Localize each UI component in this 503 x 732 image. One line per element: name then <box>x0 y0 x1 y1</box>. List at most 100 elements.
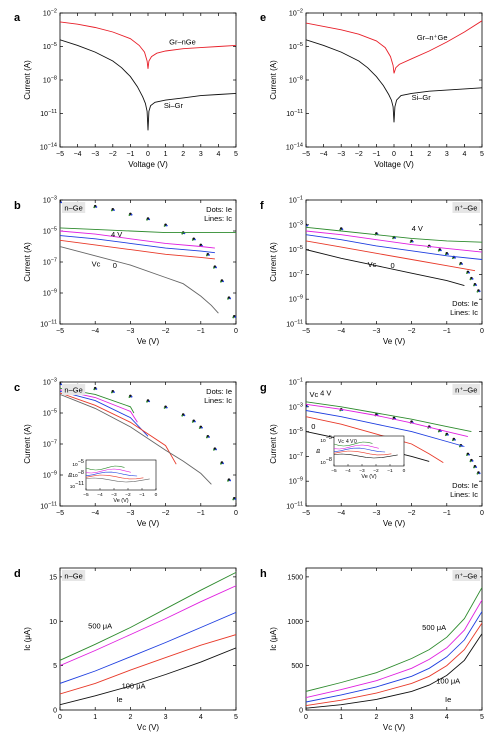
sample-tag: n–Ge <box>64 386 82 395</box>
y-tick-label: 10−11 <box>286 320 303 329</box>
x-tick-label: 1 <box>410 151 414 158</box>
series-line-3 <box>60 634 236 695</box>
sample-tag: n⁺–Ge <box>455 204 477 213</box>
y-axis-label: Current (A) <box>23 424 32 464</box>
plot-area <box>306 223 482 293</box>
y-axis-label: Ic (μA) <box>269 627 278 651</box>
y-tick-label: 10−2 <box>289 9 303 18</box>
data-point-ie <box>60 201 63 204</box>
y-tick-label: 10−1 <box>289 378 303 387</box>
series-line-3 <box>60 239 215 260</box>
data-point-ie <box>201 426 203 429</box>
y-tick-label: 10−7 <box>43 440 57 449</box>
inset-x-tick-label: −4 <box>345 468 351 474</box>
data-point-ie <box>227 297 229 300</box>
y-tick-label: 0 <box>299 708 303 715</box>
y-axis-label: Current (A) <box>269 60 278 100</box>
data-point-ie <box>447 433 449 436</box>
inset-annotation: Vc <box>338 439 344 445</box>
sample-tag-box <box>452 202 480 213</box>
y-tick-label: 10−9 <box>289 295 303 304</box>
y-tick-label: 10−7 <box>289 452 303 461</box>
x-tick-label: −4 <box>320 151 328 158</box>
data-point-ie <box>232 498 235 501</box>
data-point-ie <box>471 278 474 280</box>
inset-y-tick-label: 10−11 <box>70 481 84 490</box>
inset-x-axis-label: Ve (V) <box>113 498 128 504</box>
data-point-ie <box>95 206 98 208</box>
data-point-ie <box>93 388 96 391</box>
plot-area <box>60 21 236 131</box>
annotation-label: Si–Gr <box>164 101 184 110</box>
axes-frame <box>305 12 483 148</box>
y-tick-label: 10−7 <box>289 270 303 279</box>
inset-x-tick-label: −4 <box>97 492 103 498</box>
data-point-ie <box>128 214 131 217</box>
annotation-label: 100 μA <box>436 676 460 685</box>
series-line-2 <box>60 235 215 254</box>
series-line-4 <box>306 633 482 709</box>
inset-series-line-3 <box>333 450 392 456</box>
x-tick-label: −1 <box>197 328 205 335</box>
annotation-label: 0 <box>113 261 117 270</box>
data-point-ie <box>444 434 447 437</box>
data-point-ie <box>222 280 225 283</box>
panel-label: c <box>14 382 20 394</box>
annotation-label: 4 V <box>320 389 331 398</box>
data-point-ie <box>454 438 456 441</box>
series-line-1 <box>306 403 469 438</box>
legend-entry: Dots: Ie <box>452 299 478 308</box>
x-axis-label: Voltage (V) <box>128 160 168 169</box>
sample-tag: n⁺–Ge <box>455 386 477 395</box>
data-point-ie <box>437 249 440 252</box>
data-point-ie <box>146 218 148 221</box>
x-tick-label: 5 <box>234 151 238 158</box>
y-tick-label: 10−14 <box>286 143 303 152</box>
data-point-ie <box>458 445 461 448</box>
y-tick-label: 10−11 <box>40 109 57 118</box>
data-point-ie <box>163 225 166 227</box>
data-point-ie <box>198 427 201 430</box>
data-point-ie <box>227 479 229 482</box>
sample-tag: n⁺–Ge <box>455 572 477 581</box>
x-tick-label: −5 <box>56 151 64 158</box>
inset-x-tick-label: −2 <box>125 492 131 498</box>
axes-frame <box>305 199 483 325</box>
legend-entry: Lines: Ic <box>450 308 478 317</box>
x-tick-label: −2 <box>408 328 416 335</box>
y-tick-label: 10−5 <box>289 42 303 51</box>
data-point-ie <box>215 448 217 451</box>
data-point-ie <box>220 462 222 465</box>
panel-label: h <box>260 568 267 580</box>
x-axis-label: Vc (V) <box>137 723 160 732</box>
y-tick-label: 10−8 <box>43 76 57 85</box>
y-axis-label: Current (A) <box>23 60 32 100</box>
x-tick-label: −1 <box>443 510 451 517</box>
x-tick-label: −2 <box>355 151 363 158</box>
inset-y-axis-label: Ib <box>316 449 322 454</box>
y-tick-label: 10−3 <box>289 220 303 229</box>
x-tick-label: −2 <box>408 510 416 517</box>
x-tick-label: −2 <box>162 328 170 335</box>
data-point-ie <box>146 400 148 403</box>
axes-frame <box>59 567 237 711</box>
sample-tag-box <box>62 570 86 581</box>
data-point-ie <box>191 421 194 423</box>
x-tick-label: 4 <box>445 714 449 721</box>
plot-area <box>306 20 482 123</box>
series-line-2 <box>306 234 482 260</box>
y-axis-label: Current (A) <box>23 242 32 282</box>
inset-series-line-0 <box>333 441 373 447</box>
data-point-ie <box>409 241 412 244</box>
y-tick-label: 10−3 <box>289 402 303 411</box>
panel-b: b −5 −4 −3 −2 −1 0 10−3 10−5 10−7 10−9 10−11 Ve (V) C… <box>14 196 238 347</box>
inset-x-tick-label: −5 <box>331 468 337 474</box>
data-point-ie <box>234 498 236 500</box>
inset-x-tick-label: −5 <box>83 492 89 498</box>
plot-area <box>60 382 236 501</box>
x-tick-label: 0 <box>234 510 238 517</box>
inset-series-line-0 <box>85 465 125 471</box>
inset-series-line-2 <box>333 447 386 453</box>
sample-tag: n–Ge <box>64 572 82 581</box>
data-point-ie <box>229 479 232 482</box>
